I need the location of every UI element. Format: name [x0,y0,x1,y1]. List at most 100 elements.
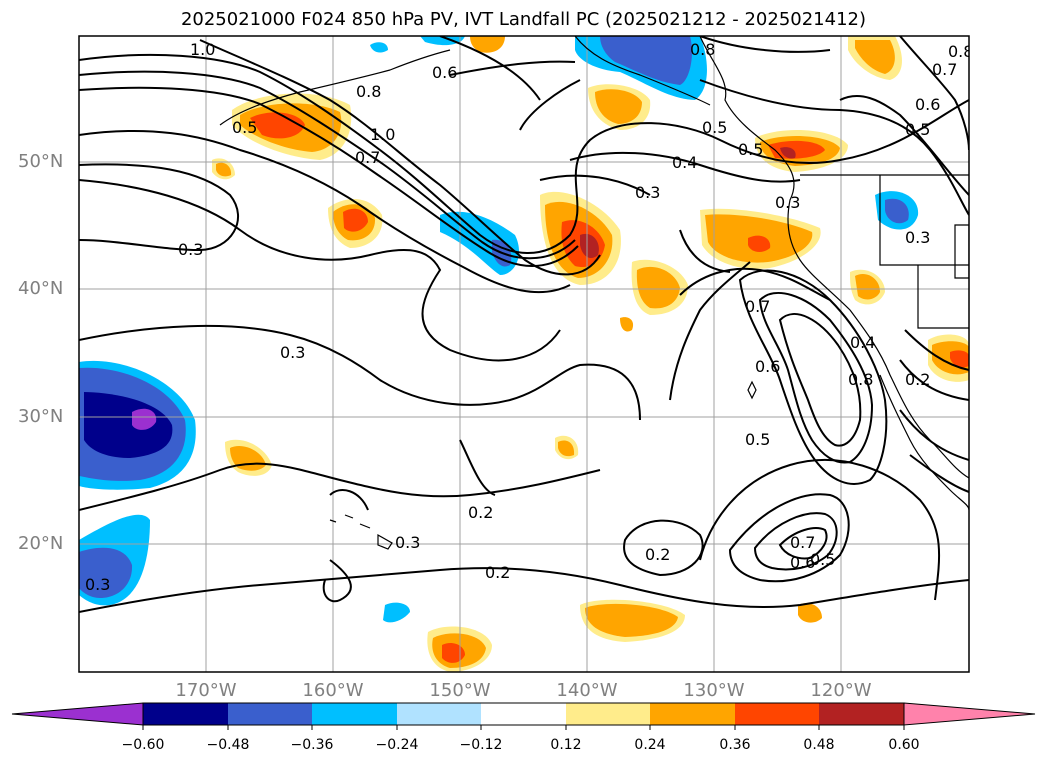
lon-label-140w: 140°W [556,680,618,701]
pv-negative-region [84,392,173,458]
colorbar-segment [735,703,819,725]
contour-line [79,130,571,294]
colorbar-tick-label: 0.24 [634,737,666,753]
contour-label: 0.5 [738,140,763,159]
contour-label: 0.5 [232,118,257,137]
pv-negative-region [79,547,133,598]
contour-label: 0.2 [905,370,930,389]
contour-line [569,151,801,183]
contour-line [778,313,862,447]
pv-positive-region [748,235,771,252]
contour-line [79,163,240,252]
border-line [917,265,969,329]
pv-positive-region [636,266,680,309]
contour-line [79,86,579,267]
contour-line [329,489,369,511]
border-line [879,175,969,266]
contour-label: 0.2 [485,563,510,582]
contour-line [699,79,969,216]
pv-positive-region [580,233,599,259]
contour-line [322,559,352,603]
contour-label: 0.8 [690,40,715,59]
lon-label-160w: 160°W [302,680,364,701]
colorbar-tick-label: −0.48 [206,737,250,753]
contour-label: 0.6 [915,95,940,114]
contour-line [79,70,576,260]
contour-line [699,36,831,53]
colorbar-tick-label: −0.60 [121,737,165,753]
contour-line [669,261,751,401]
lat-label-50n: 50°N [18,151,64,172]
colorbar-segment [397,703,481,725]
contour-label: 0.7 [932,60,957,79]
contour-label: 0.6 [790,553,815,572]
contour-label: 1.0 [370,125,395,144]
pv-positive-region [216,162,232,177]
contour-label: 0.3 [395,533,420,552]
contour-line [699,458,941,601]
pv-positive-region [780,147,796,159]
contour-label: 0.3 [775,193,800,212]
lat-label-20n: 20°N [18,533,64,554]
colorbar-frame [142,702,905,726]
colorbar-extend-low [11,702,144,726]
pv-positive-region [250,112,305,139]
contour-label: 0.7 [790,533,815,552]
contour-line [623,519,704,577]
alaska-coast [574,36,711,106]
contour-line [79,179,561,362]
pv-positive-region [585,603,678,637]
contour-line [728,493,850,583]
contour-label: 0.3 [178,240,203,259]
contour-label: 0.6 [755,357,780,376]
pv-positive-region [855,40,895,74]
colorbar-segment [819,703,904,725]
contour-line [778,527,828,560]
pv-positive-region [768,140,825,159]
contour-label: 0.3 [635,183,660,202]
aleutians [219,49,451,126]
contour-label: 0.3 [85,575,110,594]
colorbar-tick-label: 0.60 [888,737,920,753]
hawaii-islands [329,514,393,550]
contour-label: 0.2 [645,545,670,564]
colorbar-tick-label: 0.12 [550,737,582,753]
contour-line [539,174,651,196]
pv-positive-region [950,350,969,368]
contour-label: 0.8 [848,370,873,389]
contour-label: 0.7 [355,148,380,167]
island-marker [747,380,757,400]
ivt-contours [79,36,969,613]
baja-coast [879,374,969,511]
map-frame [78,35,970,673]
map-title: 2025021000 F024 850 hPa PV, IVT Landfall… [180,9,867,30]
pv-negative-region [132,408,157,430]
contour-line [79,567,969,613]
colorbar-segment [143,703,228,725]
contour-line [753,512,838,571]
colorbar-segment [481,703,566,725]
contour-line [899,36,969,151]
colorbar-tick-label: −0.24 [375,737,419,753]
pv-negative-region [383,602,410,623]
contour-line [904,329,969,371]
contour-label: 0.3 [905,228,930,247]
graticule [79,36,969,672]
lat-label-40n: 40°N [18,278,64,299]
colorbar-segment [650,703,735,725]
colorbar [11,702,1036,730]
pv-positive-region [855,273,880,300]
contour-label: 0.8 [948,42,973,61]
lon-label-170w: 170°W [175,680,237,701]
pv-positive-region [595,89,642,124]
contour-label: 0.3 [280,343,305,362]
contour-line [839,95,969,196]
north-america-coast [699,36,969,479]
contour-label: 0.5 [702,118,727,137]
contour-label: 0.4 [672,153,697,172]
contour-label: 0.6 [432,63,457,82]
contour-line [679,229,731,273]
colorbar-segment [312,703,397,725]
contour-line [899,359,969,401]
